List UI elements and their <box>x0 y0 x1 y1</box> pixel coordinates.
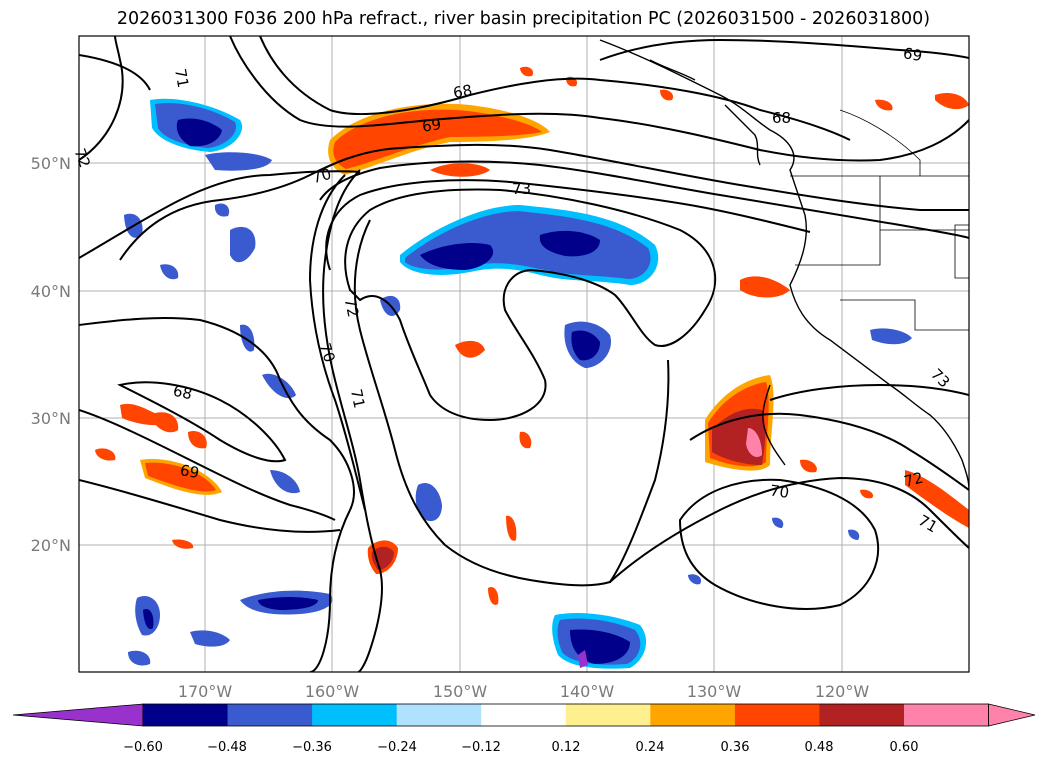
contour-label: 69 <box>179 461 201 482</box>
lat-label: 40°N <box>31 282 71 301</box>
colorbar-segment <box>396 704 482 726</box>
lat-label: 20°N <box>31 536 71 555</box>
contour-labels: 68 69 70 71 72 73 68 69 71 72 70 68 69 7… <box>70 44 953 536</box>
contour-label: 73 <box>512 180 531 198</box>
contour-label: 68 <box>772 109 791 127</box>
refractivity-contours <box>79 36 969 672</box>
colorbar-tick-label: −0.36 <box>292 740 332 755</box>
colorbar-extend-min <box>12 703 144 727</box>
contour-label: 68 <box>452 81 474 102</box>
lat-label: 30°N <box>31 409 71 428</box>
colorbar-tick-label: −0.24 <box>377 740 417 755</box>
contour-label: 70 <box>316 341 339 365</box>
latitude-labels: 50°N 40°N 30°N 20°N <box>31 154 71 555</box>
colorbar-tick-labels: −0.60 −0.48 −0.36 −0.24 −0.12 0.12 0.24 … <box>123 740 918 755</box>
contour-label: 69 <box>421 115 442 135</box>
contour-label: 72 <box>70 146 93 170</box>
colorbar-segment <box>227 704 313 726</box>
contour-label: 69 <box>902 44 924 65</box>
contour-label: 71 <box>347 387 369 409</box>
colorbar-tick-label: 0.12 <box>552 740 581 755</box>
contour-label: 70 <box>310 165 333 187</box>
colorbar-tick-label: −0.12 <box>461 740 501 755</box>
lon-label: 170°W <box>178 682 233 701</box>
lon-label: 130°W <box>687 682 742 701</box>
contour-label: 72 <box>341 296 363 318</box>
lat-label: 50°N <box>31 154 71 173</box>
longitude-labels: 170°W 160°W 150°W 140°W 130°W 120°W <box>178 682 870 701</box>
colorbar-segment <box>143 704 229 726</box>
colorbar-tick-label: 0.60 <box>890 740 919 755</box>
colorbar-segment <box>312 704 398 726</box>
contour-label: 71 <box>171 67 192 89</box>
lon-label: 120°W <box>815 682 870 701</box>
colorbar <box>12 703 1036 727</box>
colorbar-tick-label: 0.36 <box>721 740 750 755</box>
colorbar-segment <box>650 704 736 726</box>
colorbar-segment <box>734 704 820 726</box>
contour-label: 70 <box>769 481 790 501</box>
contour-label: 72 <box>902 468 925 490</box>
colorbar-segment <box>904 704 990 726</box>
map-title: 2026031300 F036 200 hPa refract., river … <box>116 9 931 29</box>
colorbar-extend-max <box>988 703 1036 727</box>
colorbar-segment <box>481 704 567 726</box>
colorbar-tick-label: 0.24 <box>636 740 665 755</box>
contour-label: 68 <box>171 382 193 404</box>
map-frame <box>78 35 970 673</box>
coastlines <box>599 39 969 491</box>
lon-label: 150°W <box>433 682 488 701</box>
negative-pc-patches <box>124 98 912 669</box>
colorbar-segment <box>819 704 905 726</box>
colorbar-tick-label: 0.48 <box>805 740 834 755</box>
lon-label: 140°W <box>560 682 615 701</box>
lon-label: 160°W <box>305 682 360 701</box>
colorbar-tick-label: −0.48 <box>207 740 247 755</box>
colorbar-tick-label: −0.60 <box>123 740 163 755</box>
colorbar-segment <box>565 704 651 726</box>
